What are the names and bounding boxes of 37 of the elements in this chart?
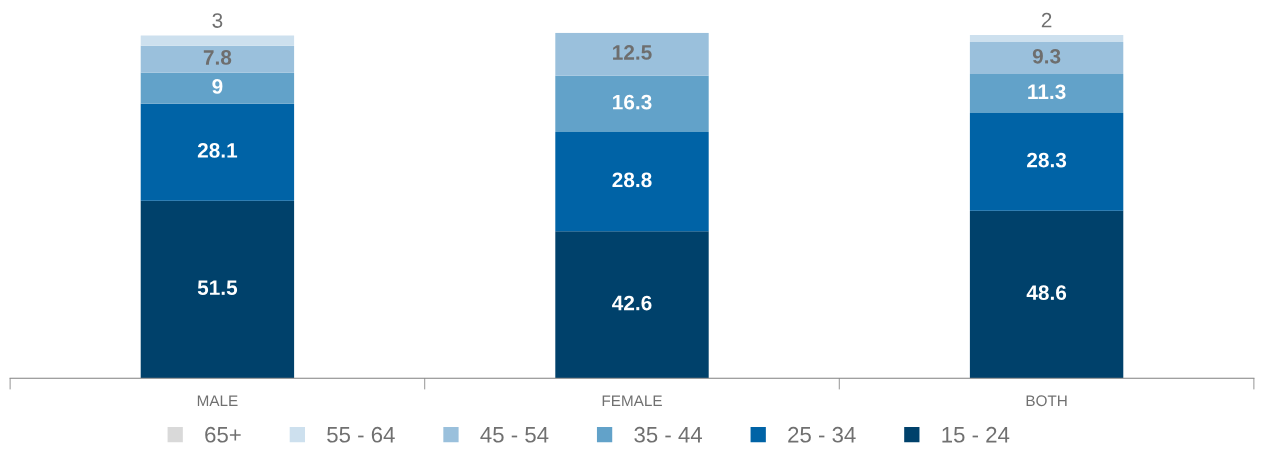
legend-label: 45 - 54 bbox=[480, 427, 549, 443]
data-label: 48.6 bbox=[1026, 285, 1067, 301]
bar bbox=[969, 210, 1124, 379]
bar bbox=[555, 231, 709, 379]
x-tick-label: BOTH bbox=[1026, 395, 1067, 407]
data-label: 28.3 bbox=[1027, 152, 1067, 168]
legend-label: 35 - 44 bbox=[634, 426, 703, 443]
legend-label: 65+ bbox=[205, 426, 241, 443]
bar bbox=[969, 113, 1124, 211]
data-label: 7.8 bbox=[203, 50, 232, 65]
bar bbox=[969, 42, 1124, 75]
bar bbox=[140, 35, 295, 46]
legend-label: 55 - 64 bbox=[327, 426, 395, 443]
data-label: 3 bbox=[212, 13, 223, 28]
bar bbox=[555, 75, 709, 133]
bar bbox=[140, 72, 295, 104]
data-label: 42.6 bbox=[612, 295, 652, 311]
data-label: 11.3 bbox=[1028, 84, 1066, 100]
legend-label: 25 - 34 bbox=[788, 426, 856, 443]
data-label: 16.3 bbox=[613, 94, 652, 110]
bar bbox=[140, 103, 295, 201]
data-label: 9 bbox=[212, 79, 223, 94]
bar bbox=[555, 132, 709, 232]
data-label: 9.3 bbox=[1032, 48, 1061, 64]
bar bbox=[140, 200, 295, 379]
x-tick-label: MALE bbox=[197, 395, 238, 407]
x-tick-label: FEMALE bbox=[602, 395, 662, 407]
data-label: 51.5 bbox=[197, 280, 238, 296]
bar bbox=[969, 35, 1124, 42]
data-label: 28.8 bbox=[612, 172, 652, 188]
data-label: 2 bbox=[1041, 12, 1052, 28]
bar bbox=[140, 45, 295, 73]
legend-label: 15 - 24 bbox=[942, 426, 1010, 443]
bar bbox=[969, 74, 1124, 114]
data-label: 12.5 bbox=[613, 45, 652, 60]
data-label: 28.1 bbox=[197, 143, 238, 158]
bar bbox=[555, 32, 709, 76]
